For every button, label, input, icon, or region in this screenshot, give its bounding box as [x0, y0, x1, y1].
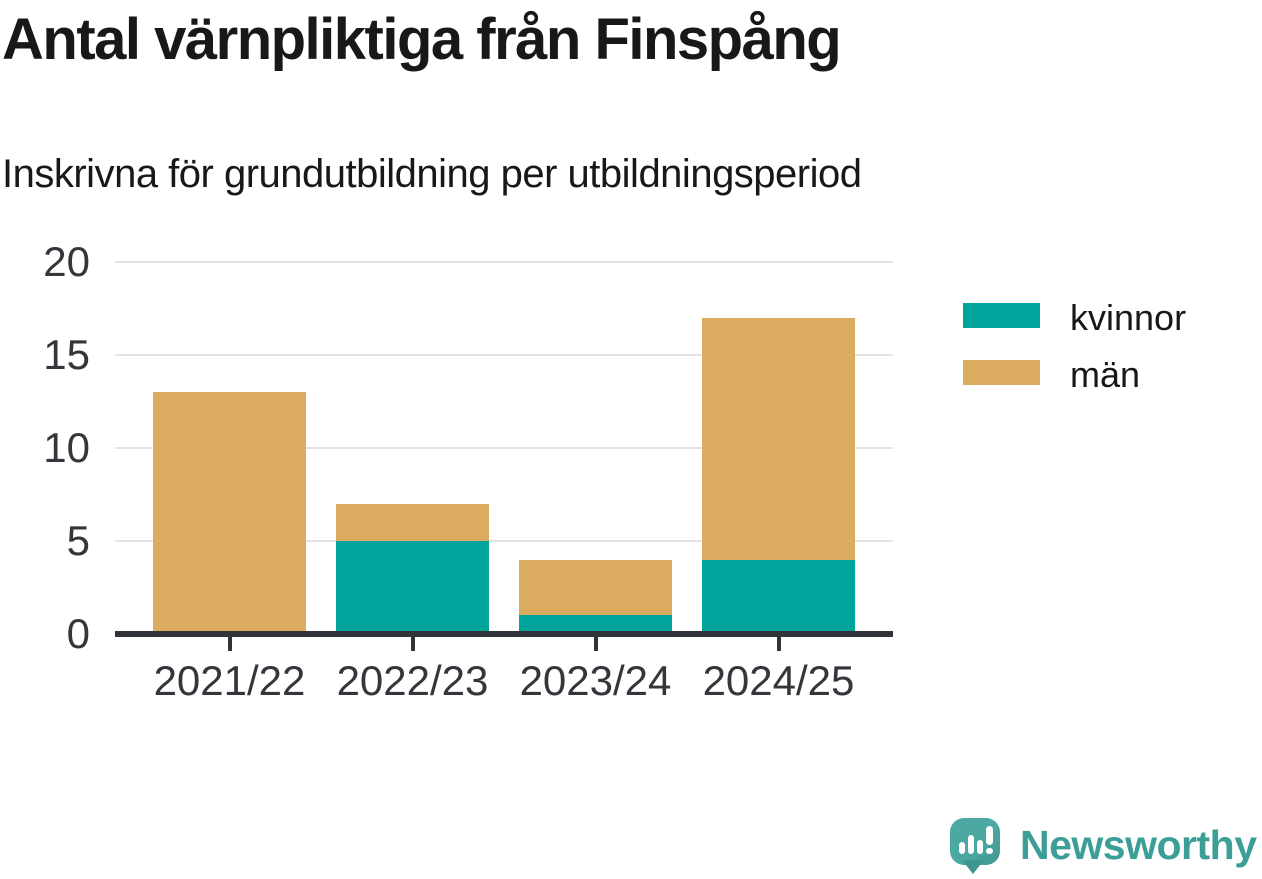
- bar-segment-män-2021/22: [153, 392, 306, 634]
- logo-bar-tall: [968, 835, 974, 854]
- bar-segment-män-2024/25: [702, 317, 855, 560]
- y-axis-label-15: 15: [43, 331, 90, 378]
- logo-exclamation-stem: [986, 826, 993, 845]
- chart-title: Antal värnpliktiga från Finspång: [2, 7, 842, 72]
- x-axis-tick-2021/22: [227, 637, 232, 651]
- x-axis-line: [115, 631, 893, 637]
- gridline-y-10: [115, 447, 893, 449]
- logo-bar-short: [959, 842, 965, 854]
- x-axis-tick-2023/24: [593, 637, 598, 651]
- brand-name: Newsworthy: [1020, 822, 1257, 868]
- legend-label-kvinnor: kvinnor: [1070, 297, 1187, 338]
- x-axis-label-2021/22: 2021/22: [153, 657, 306, 704]
- x-axis-label-2022/23: 2022/23: [336, 657, 489, 704]
- x-axis-tick-2024/25: [776, 637, 781, 651]
- legend-swatch-män: [963, 360, 1040, 385]
- bar-segment-kvinnor-2023/24: [519, 615, 672, 634]
- bar-segment-kvinnor-2022/23: [336, 541, 489, 634]
- gridline-y-5: [115, 540, 893, 542]
- legend-swatch-kvinnor: [963, 303, 1040, 328]
- bar-segment-kvinnor-2024/25: [702, 559, 855, 634]
- x-axis-label-2023/24: 2023/24: [519, 657, 672, 704]
- gridline-y-20: [115, 261, 893, 263]
- legend-label-män: män: [1070, 354, 1141, 395]
- bar-segment-män-2023/24: [519, 559, 672, 616]
- speech-bubble-tail: [962, 860, 984, 874]
- chart-subtitle: Inskrivna för grundutbildning per utbild…: [2, 152, 862, 196]
- y-axis-label-20: 20: [43, 238, 90, 285]
- gridline-y-15: [115, 354, 893, 356]
- y-axis-label-5: 5: [66, 517, 90, 564]
- bar-segment-män-2022/23: [336, 503, 489, 541]
- logo-exclamation-dot: [986, 848, 993, 854]
- y-axis-label-0: 0: [66, 610, 90, 657]
- x-axis-label-2024/25: 2024/25: [702, 657, 855, 704]
- logo-bar-medium: [977, 840, 983, 854]
- y-axis-label-10: 10: [43, 424, 90, 471]
- speech-bubble-icon: [950, 818, 1000, 865]
- x-axis-tick-2022/23: [410, 637, 415, 651]
